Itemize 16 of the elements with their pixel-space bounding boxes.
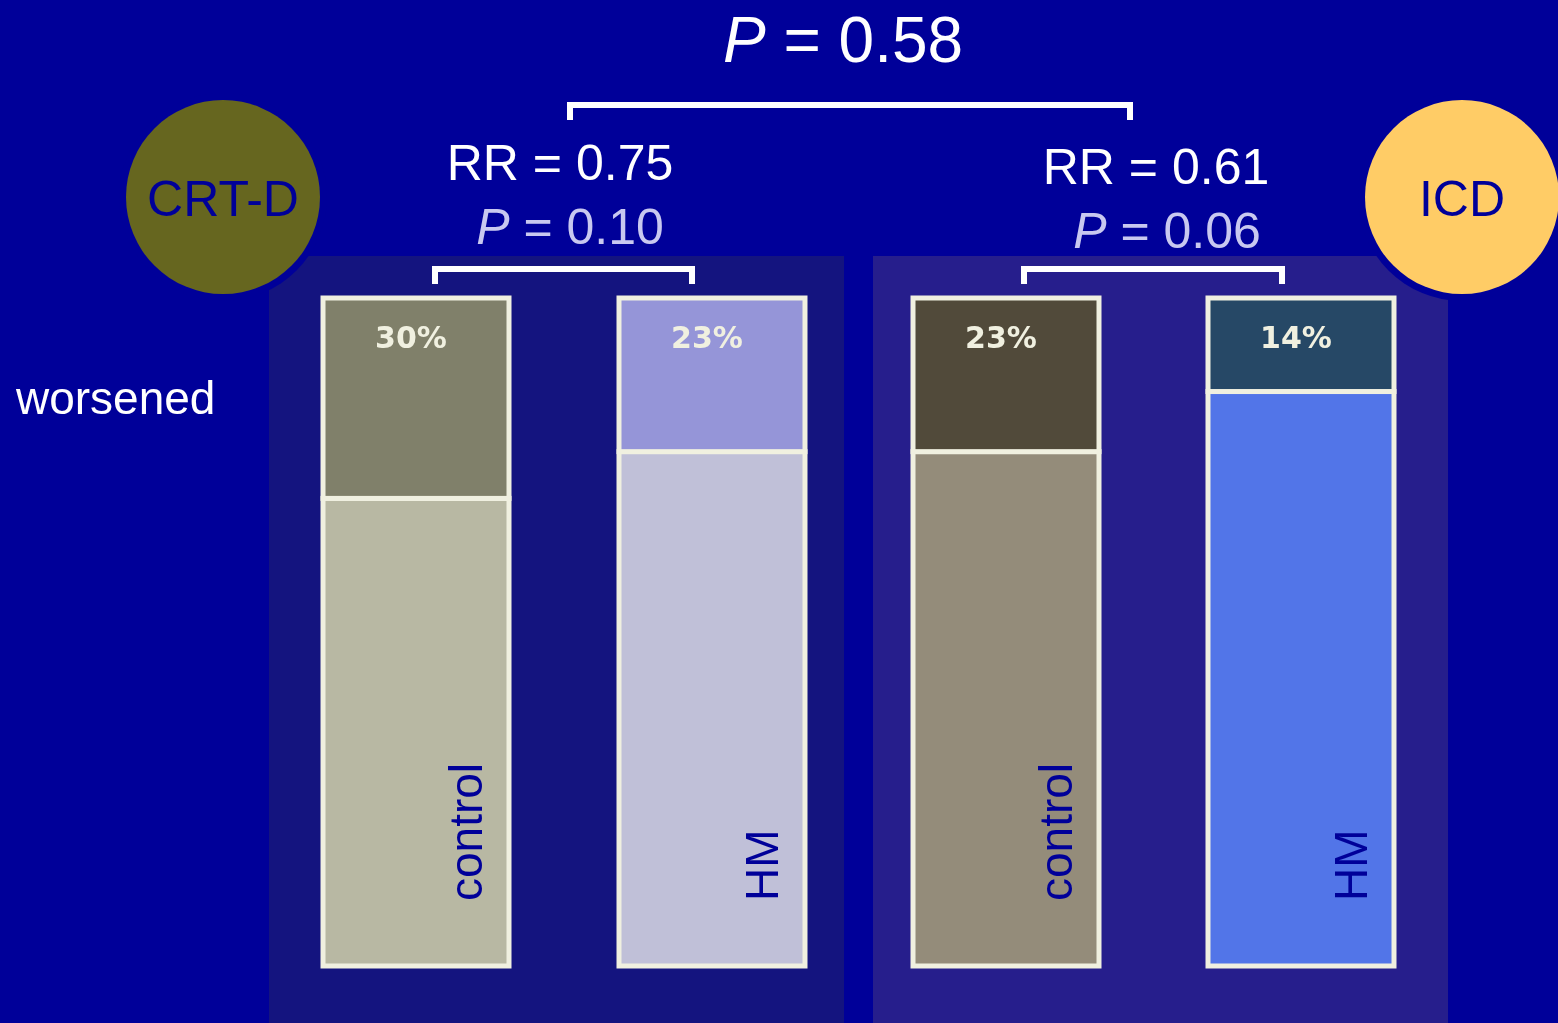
x-tick-label: control bbox=[1030, 762, 1082, 901]
text: P = 0.58 bbox=[722, 4, 964, 76]
text: RR = 0.75 bbox=[446, 135, 674, 191]
x-tick-label: control bbox=[440, 762, 492, 901]
data-label: 14% bbox=[1260, 320, 1332, 355]
x-tick-label: HM bbox=[1325, 829, 1377, 901]
x-tick-label: HM bbox=[736, 829, 788, 901]
data-label: 23% bbox=[965, 320, 1037, 355]
text: P = 0.10 bbox=[476, 199, 664, 255]
text: ICD bbox=[1418, 171, 1506, 227]
text: RR = 0.61 bbox=[1042, 139, 1270, 195]
text: P = 0.06 bbox=[1073, 203, 1261, 259]
data-label: 23% bbox=[671, 320, 743, 355]
text: worsened bbox=[15, 372, 216, 425]
text: CRT-D bbox=[147, 171, 299, 227]
data-label: 30% bbox=[375, 320, 447, 355]
